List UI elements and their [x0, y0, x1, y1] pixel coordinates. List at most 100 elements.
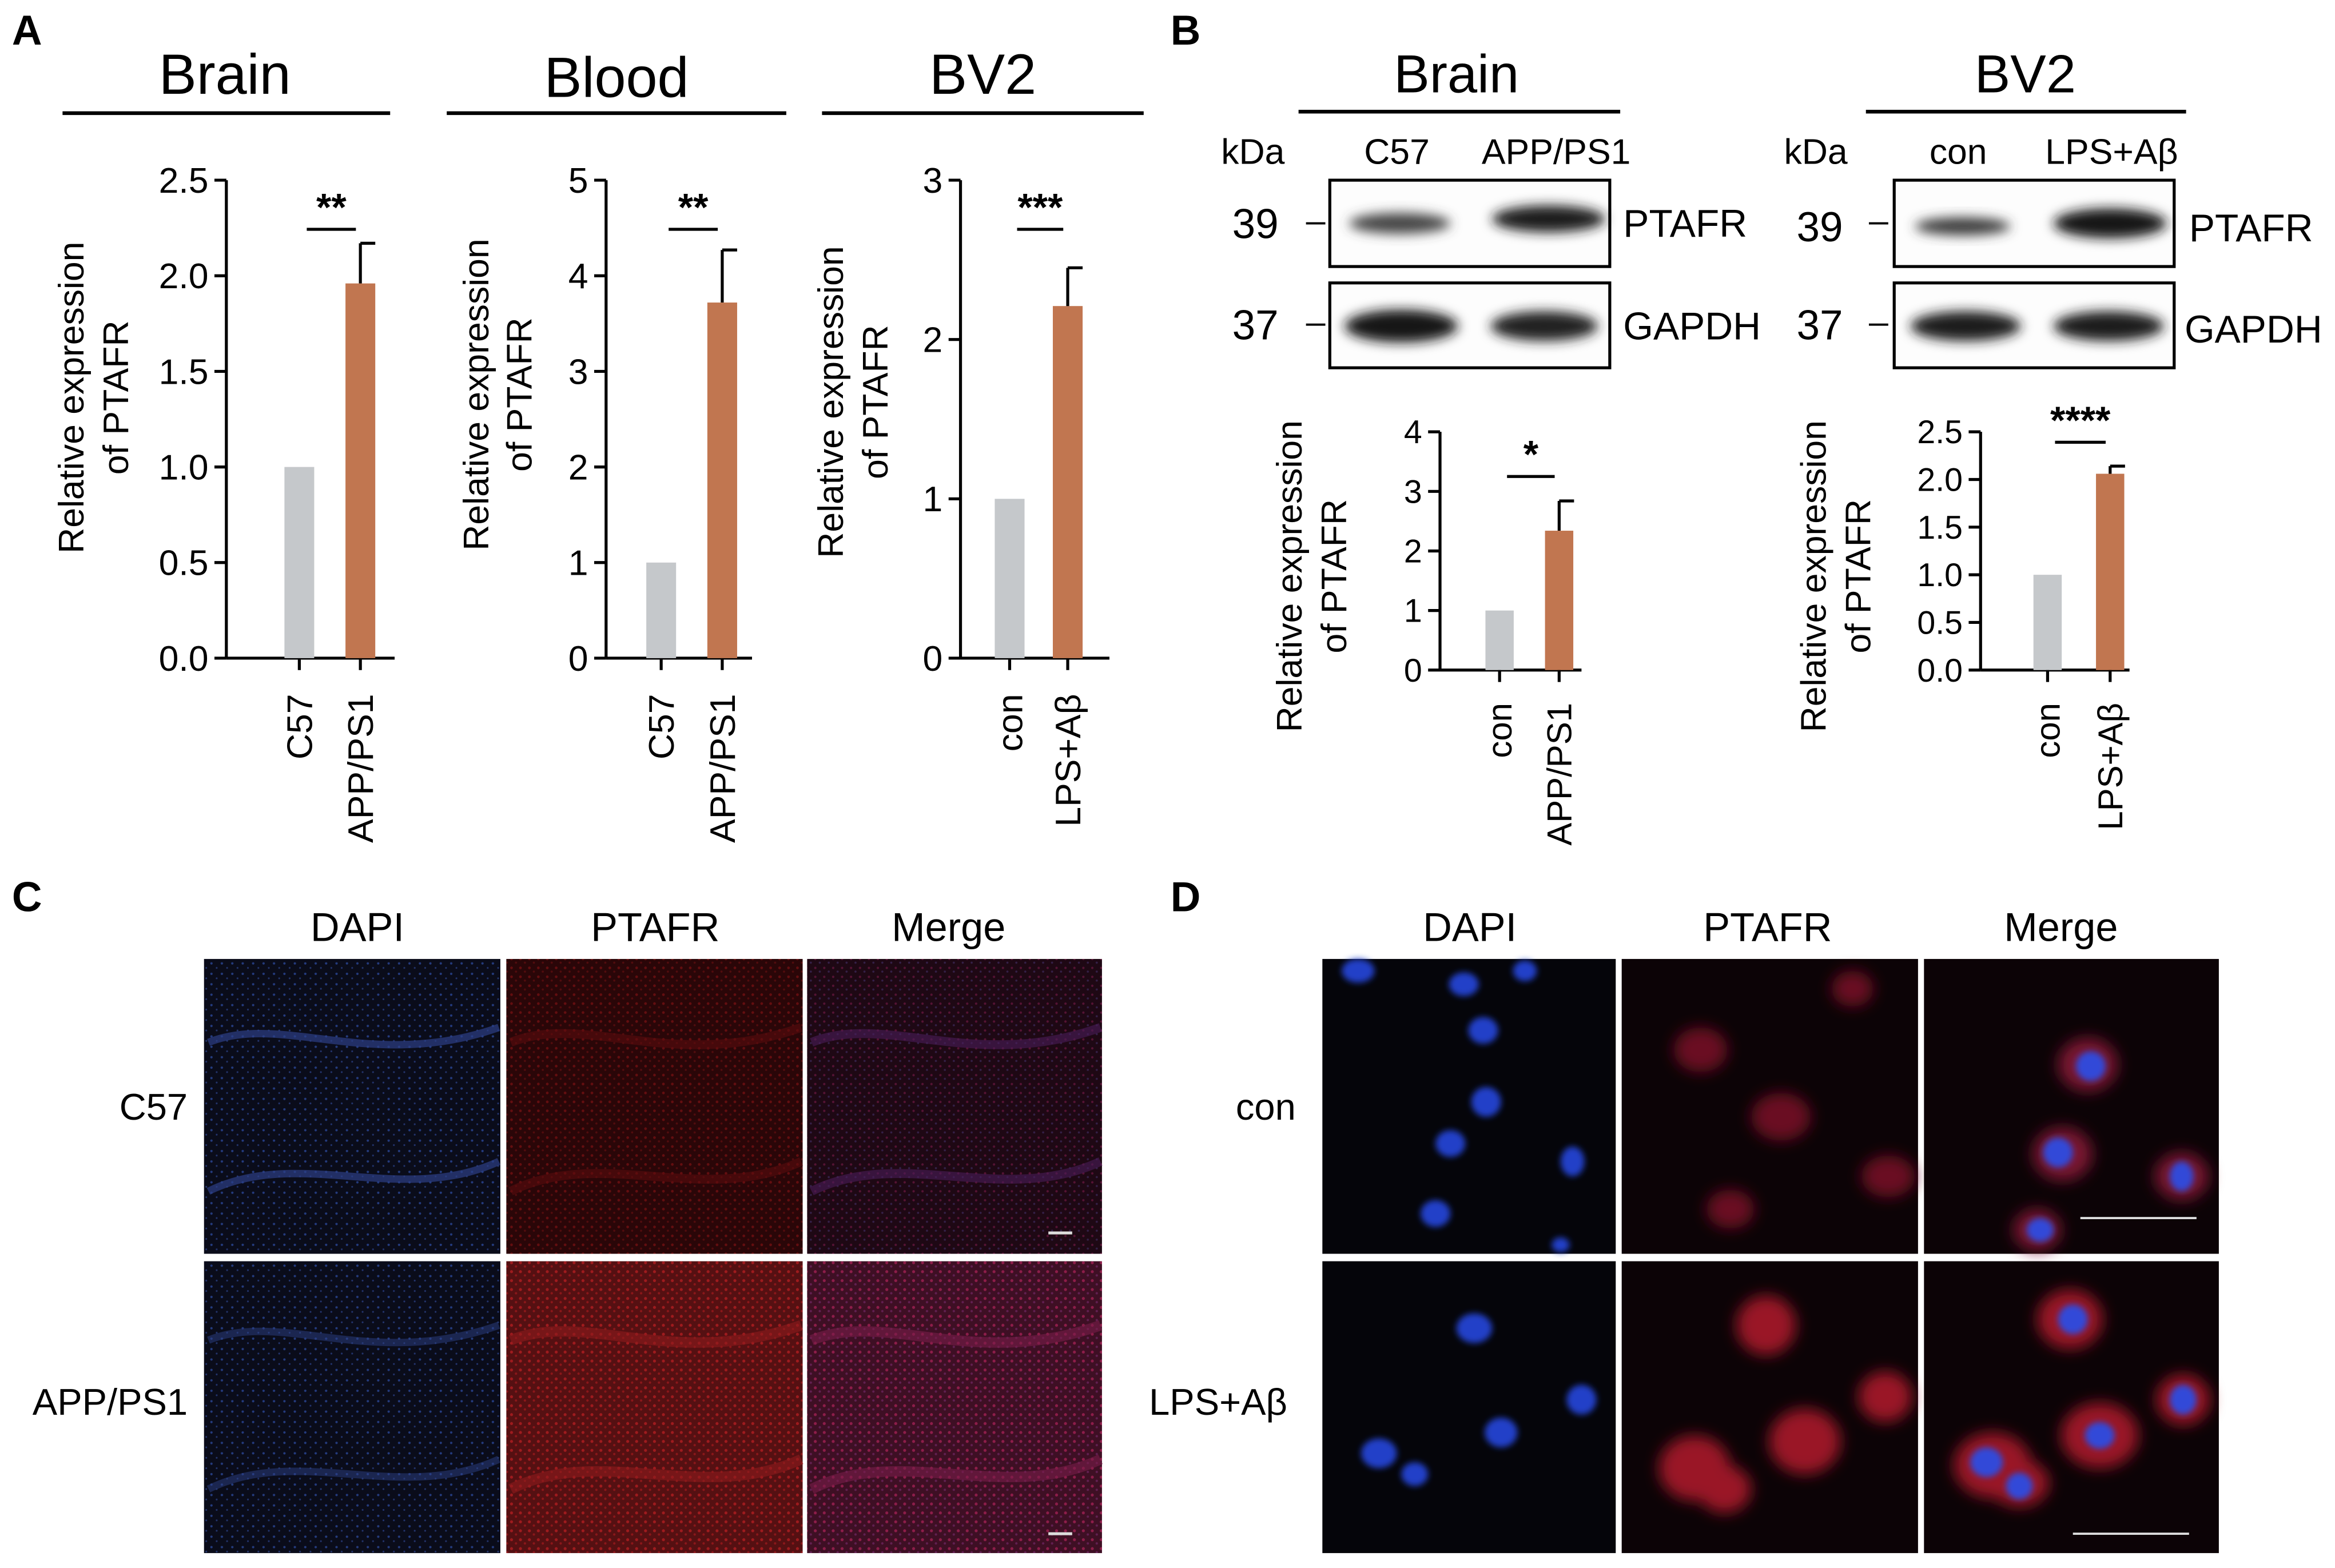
ylabel-bv2-line1: Relative expression: [811, 246, 851, 558]
y-tick-label: 1: [568, 543, 588, 583]
tissue-image-c57-merge: [807, 958, 1103, 1254]
mw-39-bv2: 39: [1796, 204, 1843, 250]
significance-label: ****: [2050, 399, 2111, 442]
bar-chart-bv2-blot: 0.0 0.5 1.0 1.5 2.0 2.5 con LPS+Aβ ****: [1917, 399, 2129, 830]
tissue-image-c57-dapi: [204, 958, 501, 1254]
cell-image-lps-abeta-ptafr: [1621, 1261, 1918, 1553]
x-tick-label: C57: [642, 694, 682, 759]
cell-image-lps-abeta-merge: [1924, 1261, 2219, 1553]
blot-label-ptafr-bv2: PTAFR: [2189, 207, 2313, 250]
x-tick-label: APP/PS1: [1540, 703, 1578, 846]
band-gapdh-app-ps1: [1490, 311, 1598, 341]
y-tick-label: 1.5: [159, 352, 209, 392]
panel-c-col-ptafr: PTAFR: [591, 905, 719, 950]
y-tick-label: 0.0: [1917, 652, 1963, 689]
y-tick-label: 2.0: [159, 256, 209, 296]
lane-label-app-ps1: APP/PS1: [1482, 132, 1631, 172]
panel-c-row-app-ps1: APP/PS1: [33, 1381, 188, 1423]
mw-37-brain: 37: [1232, 303, 1279, 349]
bar-control: [646, 562, 677, 658]
bar-treated: [1545, 531, 1574, 670]
y-tick-label: 2: [923, 320, 943, 360]
y-tick-label: 2.5: [159, 161, 209, 201]
cell-image-con-dapi: [1322, 958, 1616, 1254]
kda-label-brain: kDa: [1221, 132, 1284, 172]
bar-control: [2033, 575, 2062, 670]
lane-label-con: con: [1930, 132, 1987, 172]
ylabel-brain-line2: of PTAFR: [96, 320, 136, 475]
bar-treated: [2096, 473, 2125, 670]
band-ptafr-lps-abeta: [2053, 208, 2167, 238]
y-tick-label: 1.5: [1917, 510, 1963, 546]
x-tick-label: con: [2028, 703, 2067, 758]
ylabel-blot-bv2-line1: Relative expression: [1793, 420, 1833, 732]
blot-title-bv2: BV2: [1975, 43, 2076, 104]
y-tick-label: 2: [1404, 534, 1422, 570]
band-gapdh-lps-abeta: [2053, 311, 2164, 341]
lane-label-lps-abeta: LPS+Aβ: [2045, 132, 2178, 172]
tissue-image-app-ps1-merge: [807, 1261, 1103, 1553]
bar-control: [284, 467, 315, 658]
y-tick-label: 3: [568, 352, 588, 392]
y-tick-label: 3: [1404, 473, 1422, 510]
band-gapdh-c57: [1344, 309, 1458, 343]
bar-chart-blood-qpcr: 0 1 2 3 4 5 C57 APP/PS1 **: [568, 161, 752, 843]
significance-label: **: [316, 186, 347, 229]
band-ptafr-app-ps1: [1492, 205, 1606, 233]
bar-treated: [707, 303, 737, 658]
panel-d-row-lps-abeta: LPS+Aβ: [1149, 1381, 1287, 1423]
y-tick-label: 3: [923, 161, 943, 201]
tissue-image-app-ps1-ptafr: [506, 1261, 803, 1553]
blot-label-gapdh-brain: GAPDH: [1623, 305, 1761, 348]
cell-image-lps-abeta-dapi: [1322, 1261, 1616, 1553]
panel-c-col-dapi: DAPI: [311, 905, 404, 950]
panel-d-col-merge: Merge: [2004, 905, 2118, 950]
significance-label: **: [678, 186, 709, 229]
x-tick-label: APP/PS1: [703, 694, 743, 843]
y-tick-label: 1: [1404, 593, 1422, 630]
bar-chart-brain-blot: 0 1 2 3 4 con APP/PS1 *: [1404, 414, 1582, 846]
panel-letter-d: D: [1171, 874, 1201, 921]
chart-title-bv2: BV2: [929, 42, 1036, 106]
y-tick-label: 2.0: [1917, 462, 1963, 499]
panel-c-row-c57: C57: [120, 1086, 188, 1128]
panel-d-col-dapi: DAPI: [1423, 905, 1517, 950]
x-tick-label: LPS+Aβ: [2091, 703, 2130, 830]
y-tick-label: 2: [568, 447, 588, 487]
bar-treated: [1052, 306, 1083, 658]
y-tick-label: 0.5: [1917, 605, 1963, 642]
y-tick-label: 1: [923, 479, 943, 519]
tissue-image-c57-ptafr: [506, 958, 803, 1254]
y-tick-label: 1.0: [159, 447, 209, 487]
bar-chart-bv2-qpcr: 0 1 2 3 con LPS+Aβ ***: [923, 161, 1109, 827]
kda-label-bv2: kDa: [1784, 132, 1848, 172]
y-tick-label: 0: [568, 639, 588, 679]
x-tick-label: LPS+Aβ: [1048, 694, 1088, 826]
panel-letter-a: A: [12, 7, 42, 54]
blot-title-brain: Brain: [1394, 43, 1519, 104]
ylabel-blot-brain-line2: of PTAFR: [1314, 499, 1354, 654]
y-tick-label: 0.5: [159, 543, 209, 583]
band-ptafr-c57: [1349, 213, 1451, 234]
x-tick-label: C57: [280, 694, 320, 759]
tissue-image-app-ps1-dapi: [204, 1261, 501, 1553]
y-tick-label: 0: [923, 639, 943, 679]
bar-chart-brain-qpcr: 0.0 0.5 1.0 1.5 2.0 2.5 C57 APP/PS1 **: [159, 161, 395, 843]
ylabel-blood-line2: of PTAFR: [500, 317, 540, 472]
mw-39-brain: 39: [1232, 201, 1279, 248]
x-tick-label: con: [990, 694, 1030, 751]
significance-label: *: [1523, 433, 1539, 476]
ylabel-blot-bv2-line2: of PTAFR: [1839, 499, 1879, 654]
y-tick-label: 5: [568, 161, 588, 201]
panel-d-col-ptafr: PTAFR: [1703, 905, 1832, 950]
bar-control: [1485, 610, 1514, 670]
ylabel-blood-line1: Relative expression: [456, 238, 496, 550]
band-gapdh-con: [1910, 311, 2021, 341]
x-tick-label: APP/PS1: [341, 694, 381, 843]
ylabel-bv2-line2: of PTAFR: [856, 325, 896, 479]
chart-title-blood: Blood: [544, 45, 689, 109]
significance-label: ***: [1017, 186, 1063, 229]
blot-label-ptafr-brain: PTAFR: [1623, 202, 1747, 245]
ylabel-blot-brain-line1: Relative expression: [1270, 420, 1310, 732]
